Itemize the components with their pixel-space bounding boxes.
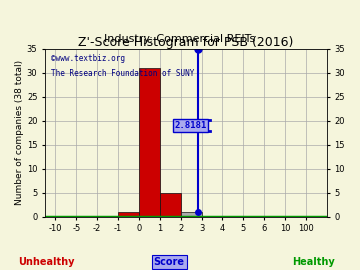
- Bar: [160, 193, 181, 217]
- Text: ©www.textbiz.org: ©www.textbiz.org: [51, 54, 125, 63]
- Text: 2.8181: 2.8181: [174, 121, 207, 130]
- Bar: [139, 68, 160, 217]
- Bar: [118, 212, 139, 217]
- Title: Z'-Score Histogram for PSB (2016): Z'-Score Histogram for PSB (2016): [78, 36, 293, 49]
- Y-axis label: Number of companies (38 total): Number of companies (38 total): [15, 60, 24, 205]
- Text: Score: Score: [154, 257, 185, 267]
- Text: The Research Foundation of SUNY: The Research Foundation of SUNY: [51, 69, 194, 78]
- Bar: [181, 212, 202, 217]
- Text: Unhealthy: Unhealthy: [19, 257, 75, 267]
- Text: Healthy: Healthy: [292, 257, 334, 267]
- Text: Industry: Commercial REITs: Industry: Commercial REITs: [104, 34, 256, 44]
